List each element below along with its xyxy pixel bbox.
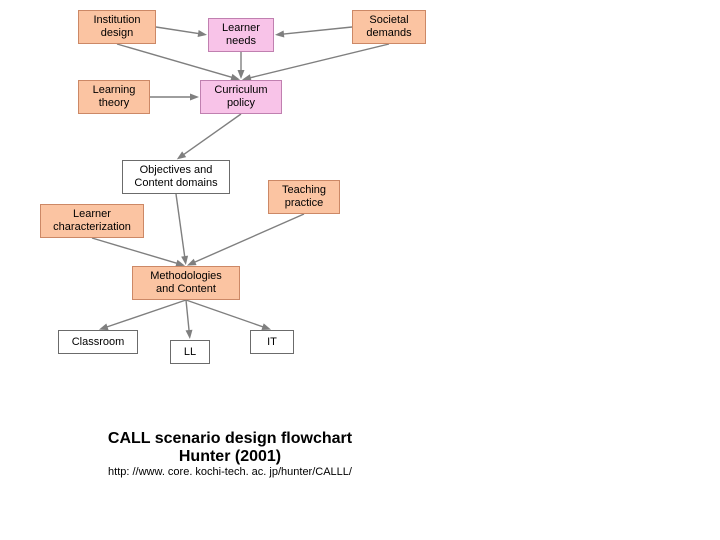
arrow-line xyxy=(176,194,185,261)
arrow-head xyxy=(186,330,193,339)
arrow-head xyxy=(177,151,186,159)
arrow-line xyxy=(156,27,203,34)
node-methodologies: Methodologiesand Content xyxy=(132,266,240,300)
flowchart-canvas: CALL scenario design flowchart Hunter (2… xyxy=(0,0,720,540)
node-learning-theory: Learningtheory xyxy=(78,80,150,114)
arrow-head xyxy=(187,259,197,266)
arrow-head xyxy=(275,30,284,37)
arrow-head xyxy=(190,94,199,101)
node-curriculum-policy: Curriculumpolicy xyxy=(200,80,282,114)
caption-title-1: CALL scenario design flowchart xyxy=(70,430,390,448)
node-learner-needs: Learnerneeds xyxy=(208,18,274,52)
arrow-line xyxy=(190,214,304,264)
node-objectives: Objectives andContent domains xyxy=(122,160,230,194)
node-societal-demands: Societaldemands xyxy=(352,10,426,44)
arrow-head xyxy=(238,70,245,79)
arrow-head xyxy=(198,30,207,37)
arrow-line xyxy=(102,300,186,329)
node-institution-design: Institutiondesign xyxy=(78,10,156,44)
node-it: IT xyxy=(250,330,294,354)
node-learner-characterization: Learnercharacterization xyxy=(40,204,144,238)
arrow-line xyxy=(186,300,268,328)
arrow-head xyxy=(181,256,188,265)
caption-title-2: Hunter (2001) xyxy=(70,448,390,466)
arrow-line xyxy=(279,27,352,35)
arrow-line xyxy=(92,238,182,265)
arrow-line xyxy=(180,114,241,157)
node-classroom: Classroom xyxy=(58,330,138,354)
arrow-line xyxy=(186,300,190,335)
node-teaching-practice: Teachingpractice xyxy=(268,180,340,214)
caption-subtitle: http: //www. core. kochi-tech. ac. jp/hu… xyxy=(70,466,390,478)
caption-block: CALL scenario design flowchart Hunter (2… xyxy=(70,430,390,478)
node-ll: LL xyxy=(170,340,210,364)
